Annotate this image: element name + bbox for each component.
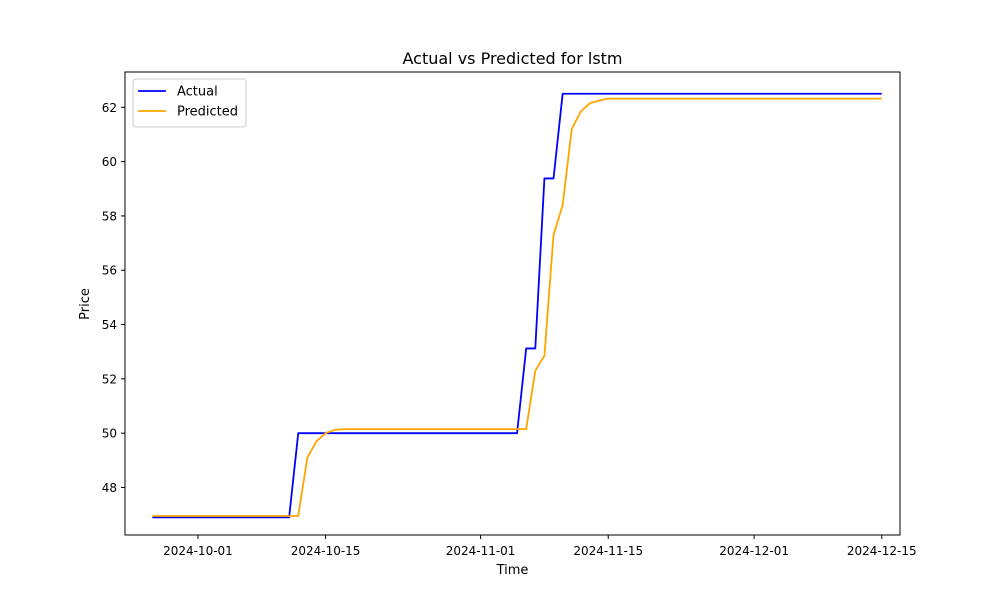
- x-tick-label: 2024-12-15: [847, 544, 917, 558]
- chart-title: Actual vs Predicted for lstm: [402, 49, 622, 68]
- x-axis: 2024-10-01 2024-10-15 2024-11-01 2024-11-15…: [163, 535, 917, 558]
- legend: Actual Predicted: [132, 78, 247, 128]
- legend-label-predicted: Predicted: [177, 105, 238, 120]
- x-tick-label: 2024-11-01: [446, 544, 516, 558]
- x-tick-label: 2024-10-01: [163, 544, 233, 558]
- series-line-actual: [152, 92, 882, 519]
- y-tick-label: 56: [102, 264, 117, 278]
- x-tick-label: 2024-11-15: [573, 544, 643, 558]
- series-line-predicted: [152, 97, 882, 517]
- y-tick-label: 52: [102, 372, 117, 386]
- y-tick-label: 54: [102, 318, 117, 332]
- x-tick-label: 2024-12-01: [719, 544, 789, 558]
- plot-area: [124, 71, 901, 536]
- y-tick-label: 60: [102, 155, 117, 169]
- x-axis-label: Time: [496, 563, 529, 578]
- y-tick-label: 58: [102, 209, 117, 223]
- plot-frame: [124, 71, 901, 536]
- y-axis-label: Price: [78, 288, 93, 320]
- y-tick-label: 50: [102, 427, 117, 441]
- y-tick-label: 48: [102, 481, 117, 495]
- x-tick-label: 2024-10-15: [291, 544, 361, 558]
- y-axis: 48 50 52 54 56 58 60 62: [102, 101, 125, 495]
- legend-label-actual: Actual: [177, 85, 218, 100]
- y-tick-label: 62: [102, 101, 117, 115]
